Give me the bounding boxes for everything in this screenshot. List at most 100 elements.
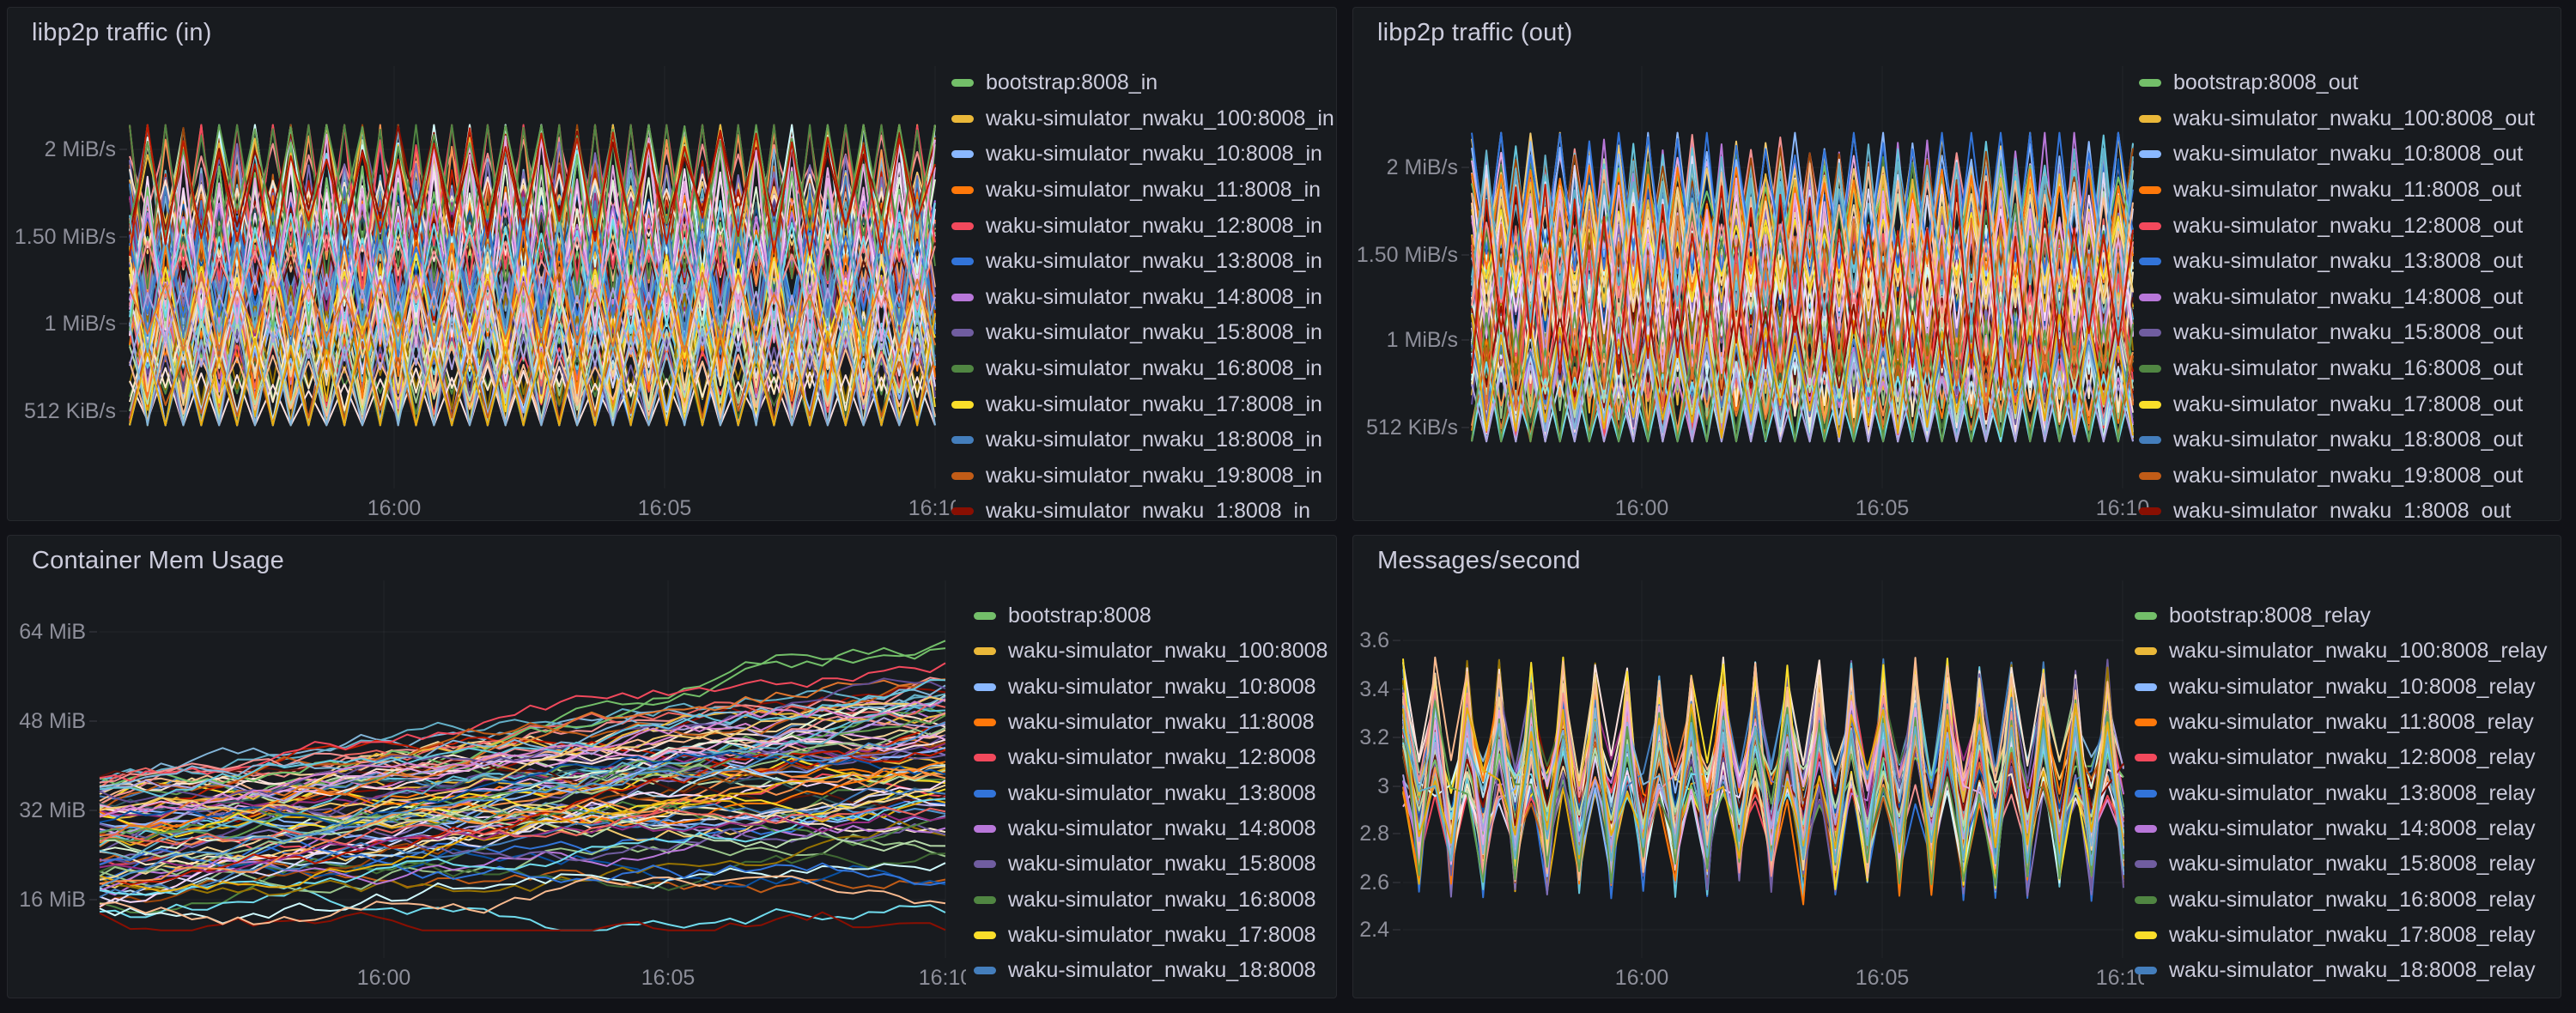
legend-item[interactable]: waku-simulator_nwaku_15:8008	[974, 846, 1327, 882]
legend-swatch-icon	[951, 436, 974, 445]
legend-series-label: waku-simulator_nwaku_1:8008_out	[2173, 499, 2512, 521]
legend-item[interactable]: waku-simulator_nwaku_15:8008_out	[2139, 315, 2535, 351]
legend-series-label: bootstrap:8008_out	[2173, 70, 2359, 95]
legend-item[interactable]: waku-simulator_nwaku_14:8008_in	[951, 280, 1334, 316]
x-tick-label: 16:10	[918, 966, 966, 990]
legend-item[interactable]: bootstrap:8008_in	[951, 65, 1334, 101]
legend-swatch-icon	[974, 754, 996, 762]
legend-item[interactable]: waku-simulator_nwaku_17:8008_out	[2139, 386, 2535, 422]
legend-item[interactable]: waku-simulator_nwaku_15:8008_in	[951, 315, 1334, 351]
legend-item[interactable]: waku-simulator_nwaku_12:8008_out	[2139, 208, 2535, 244]
legend-swatch-icon	[951, 79, 974, 88]
legend-item[interactable]: waku-simulator_nwaku_13:8008_out	[2139, 244, 2535, 280]
legend-item[interactable]: waku-simulator_nwaku_17:8008_in	[951, 386, 1334, 422]
legend-item[interactable]: waku-simulator_nwaku_13:8008_in	[951, 244, 1334, 280]
legend-series-label: waku-simulator_nwaku_15:8008_in	[986, 320, 1322, 345]
legend-item[interactable]: waku-simulator_nwaku_10:8008_relay	[2135, 670, 2548, 705]
legend-series-label: waku-simulator_nwaku_17:8008_relay	[2169, 922, 2536, 947]
legend-series-label: waku-simulator_nwaku_15:8008_relay	[2169, 852, 2536, 877]
legend-series-label: waku-simulator_nwaku_13:8008	[1008, 780, 1316, 805]
legend-item[interactable]: waku-simulator_nwaku_11:8008_out	[2139, 173, 2535, 209]
legend-item[interactable]: waku-simulator_nwaku_18:8008	[974, 953, 1327, 988]
legend-item[interactable]: bootstrap:8008	[974, 598, 1327, 634]
y-tick-label: 1 MiB/s	[1386, 328, 1458, 352]
legend-swatch-icon	[2135, 789, 2157, 798]
legend-item[interactable]: waku-simulator_nwaku_18:8008_relay	[2135, 953, 2548, 988]
y-tick-label: 512 KiB/s	[23, 399, 116, 423]
legend-series-label: waku-simulator_nwaku_14:8008_relay	[2169, 816, 2536, 840]
x-tick-label: 16:05	[641, 966, 696, 990]
legend-item[interactable]: bootstrap:8008_out	[2139, 65, 2535, 101]
legend-item[interactable]: waku-simulator_nwaku_100:8008	[974, 634, 1327, 669]
legend-series-label: waku-simulator_nwaku_16:8008_in	[986, 356, 1322, 381]
legend-item[interactable]: waku-simulator_nwaku_16:8008_in	[951, 351, 1334, 387]
legend-swatch-icon	[2135, 647, 2157, 656]
legend-swatch-icon	[2135, 754, 2157, 762]
legend-series-label: waku-simulator_nwaku_14:8008_out	[2173, 284, 2524, 309]
legend-swatch-icon	[2139, 150, 2161, 159]
y-tick-label: 64 MiB	[19, 620, 86, 644]
panel-title[interactable]: libp2p traffic (in)	[32, 19, 212, 46]
traffic-in-chart	[119, 66, 936, 488]
legend-series-label: waku-simulator_nwaku_10:8008_in	[986, 142, 1322, 167]
legend-series-label: waku-simulator_nwaku_100:8008_out	[2173, 106, 2536, 130]
legend-series-label: waku-simulator_nwaku_16:8008_out	[2173, 356, 2524, 381]
legend-item[interactable]: waku-simulator_nwaku_10:8008	[974, 670, 1327, 705]
legend-swatch-icon	[2135, 824, 2157, 833]
legend-item[interactable]: waku-simulator_nwaku_10:8008_in	[951, 136, 1334, 173]
legend-item[interactable]: waku-simulator_nwaku_15:8008_relay	[2135, 846, 2548, 882]
messages-per-second-chart	[1393, 580, 2124, 958]
legend-swatch-icon	[951, 150, 974, 159]
legend-item[interactable]: waku-simulator_nwaku_17:8008	[974, 918, 1327, 953]
legend-item[interactable]: waku-simulator_nwaku_18:8008_in	[951, 422, 1334, 458]
legend-item[interactable]: waku-simulator_nwaku_1:8008_out	[2139, 494, 2535, 521]
y-tick-label: 2.6	[1359, 870, 1389, 895]
panel-title[interactable]: libp2p traffic (out)	[1377, 19, 1573, 46]
legend-item[interactable]: waku-simulator_nwaku_11:8008_in	[951, 173, 1334, 209]
legend-item[interactable]: waku-simulator_nwaku_16:8008_relay	[2135, 882, 2548, 917]
mem-usage-chart	[89, 580, 946, 958]
legend-item[interactable]: waku-simulator_nwaku_10:8008_out	[2139, 136, 2535, 173]
legend-swatch-icon	[951, 507, 974, 516]
legend-item[interactable]: waku-simulator_nwaku_16:8008	[974, 882, 1327, 917]
legend-swatch-icon	[2139, 507, 2161, 516]
legend-item[interactable]: waku-simulator_nwaku_100:8008_in	[951, 101, 1334, 137]
legend-item[interactable]: waku-simulator_nwaku_19:8008_out	[2139, 458, 2535, 494]
legend-item[interactable]: waku-simulator_nwaku_17:8008_relay	[2135, 918, 2548, 953]
legend-item[interactable]: waku-simulator_nwaku_12:8008_in	[951, 208, 1334, 244]
panel-title[interactable]: Container Mem Usage	[32, 547, 284, 574]
x-tick-label: 16:00	[1614, 496, 1669, 520]
legend-item[interactable]: waku-simulator_nwaku_1:8008_in	[951, 494, 1334, 520]
legend-item[interactable]: waku-simulator_nwaku_14:8008	[974, 811, 1327, 846]
legend-item[interactable]: bootstrap:8008_relay	[2135, 598, 2548, 634]
legend-item[interactable]: waku-simulator_nwaku_14:8008_out	[2139, 280, 2535, 316]
legend-item[interactable]: waku-simulator_nwaku_100:8008_relay	[2135, 634, 2548, 669]
legend-swatch-icon	[951, 471, 974, 480]
y-tick-label: 16 MiB	[19, 888, 86, 912]
legend-series-label: waku-simulator_nwaku_17:8008_out	[2173, 391, 2524, 416]
traffic-out-chart	[1461, 66, 2134, 488]
legend-item[interactable]: waku-simulator_nwaku_11:8008	[974, 705, 1327, 740]
legend-item[interactable]: waku-simulator_nwaku_100:8008_out	[2139, 101, 2535, 137]
legend-item[interactable]: waku-simulator_nwaku_13:8008	[974, 775, 1327, 810]
legend-swatch-icon	[951, 293, 974, 301]
y-tick-label: 2.4	[1359, 918, 1389, 942]
legend-item[interactable]: waku-simulator_nwaku_13:8008_relay	[2135, 775, 2548, 810]
legend-item[interactable]: waku-simulator_nwaku_16:8008_out	[2139, 351, 2535, 387]
legend-item[interactable]: waku-simulator_nwaku_11:8008_relay	[2135, 705, 2548, 740]
legend-item[interactable]: waku-simulator_nwaku_12:8008_relay	[2135, 740, 2548, 775]
legend-item[interactable]: waku-simulator_nwaku_18:8008_out	[2139, 422, 2535, 458]
x-tick-label: 16:10	[908, 496, 956, 520]
legend-item[interactable]: waku-simulator_nwaku_12:8008	[974, 740, 1327, 775]
legend-item[interactable]: waku-simulator_nwaku_19:8008_in	[951, 458, 1334, 494]
legend-series-label: waku-simulator_nwaku_17:8008	[1008, 922, 1316, 947]
panel-title[interactable]: Messages/second	[1377, 547, 1581, 574]
legend-swatch-icon	[974, 931, 996, 939]
legend-item[interactable]: waku-simulator_nwaku_14:8008_relay	[2135, 811, 2548, 846]
y-tick-label: 3	[1377, 774, 1389, 798]
legend-swatch-icon	[974, 682, 996, 691]
